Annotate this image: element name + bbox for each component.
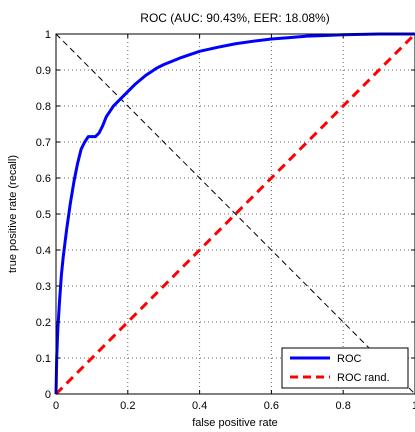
x-tick-label: 0.4 <box>192 400 207 412</box>
grid <box>56 34 415 394</box>
series-line-roc-rand <box>54 32 415 396</box>
y-tick-label: 1 <box>45 29 51 41</box>
y-axis-title: true positive rate (recall) <box>7 155 19 273</box>
y-tick-label: 0.2 <box>36 317 51 329</box>
x-tick-label: 0.2 <box>120 400 135 412</box>
x-tick-label: 0.8 <box>336 400 351 412</box>
series-line-roc <box>54 32 415 395</box>
y-tick-label: 0.1 <box>36 353 51 365</box>
x-tick-label: 0.6 <box>264 400 279 412</box>
legend-box <box>281 347 409 389</box>
x-tick-label: 1 <box>412 400 415 412</box>
x-axis-ticks: 0 0.2 0.4 0.6 0.8 1 <box>53 34 415 412</box>
x-tick-label: 0 <box>53 400 59 412</box>
eer-diagonal-line <box>55 33 415 395</box>
legend-label-roc: ROC <box>337 353 362 365</box>
y-tick-label: 0 <box>45 389 51 401</box>
y-tick-label: 0.3 <box>36 281 51 293</box>
y-tick-label: 0.4 <box>36 245 51 257</box>
legend-label-roc-rand: ROC rand. <box>337 372 390 384</box>
series-layer <box>54 32 415 396</box>
y-axis-ticks: 0 0.1 0.2 0.3 0.4 0.5 0.6 0.7 0.8 0.9 1 <box>36 29 415 401</box>
chart-title: ROC (AUC: 90.43%, EER: 18.08%) <box>140 11 329 25</box>
legend: ROC ROC rand. <box>281 347 409 389</box>
x-axis-title: false positive rate <box>192 417 278 429</box>
y-tick-label: 0.6 <box>36 173 51 185</box>
y-tick-label: 0.8 <box>36 101 51 113</box>
y-tick-label: 0.7 <box>36 137 51 149</box>
y-tick-label: 0.9 <box>36 65 51 77</box>
eer-line <box>55 33 415 395</box>
y-tick-label: 0.5 <box>36 209 51 221</box>
